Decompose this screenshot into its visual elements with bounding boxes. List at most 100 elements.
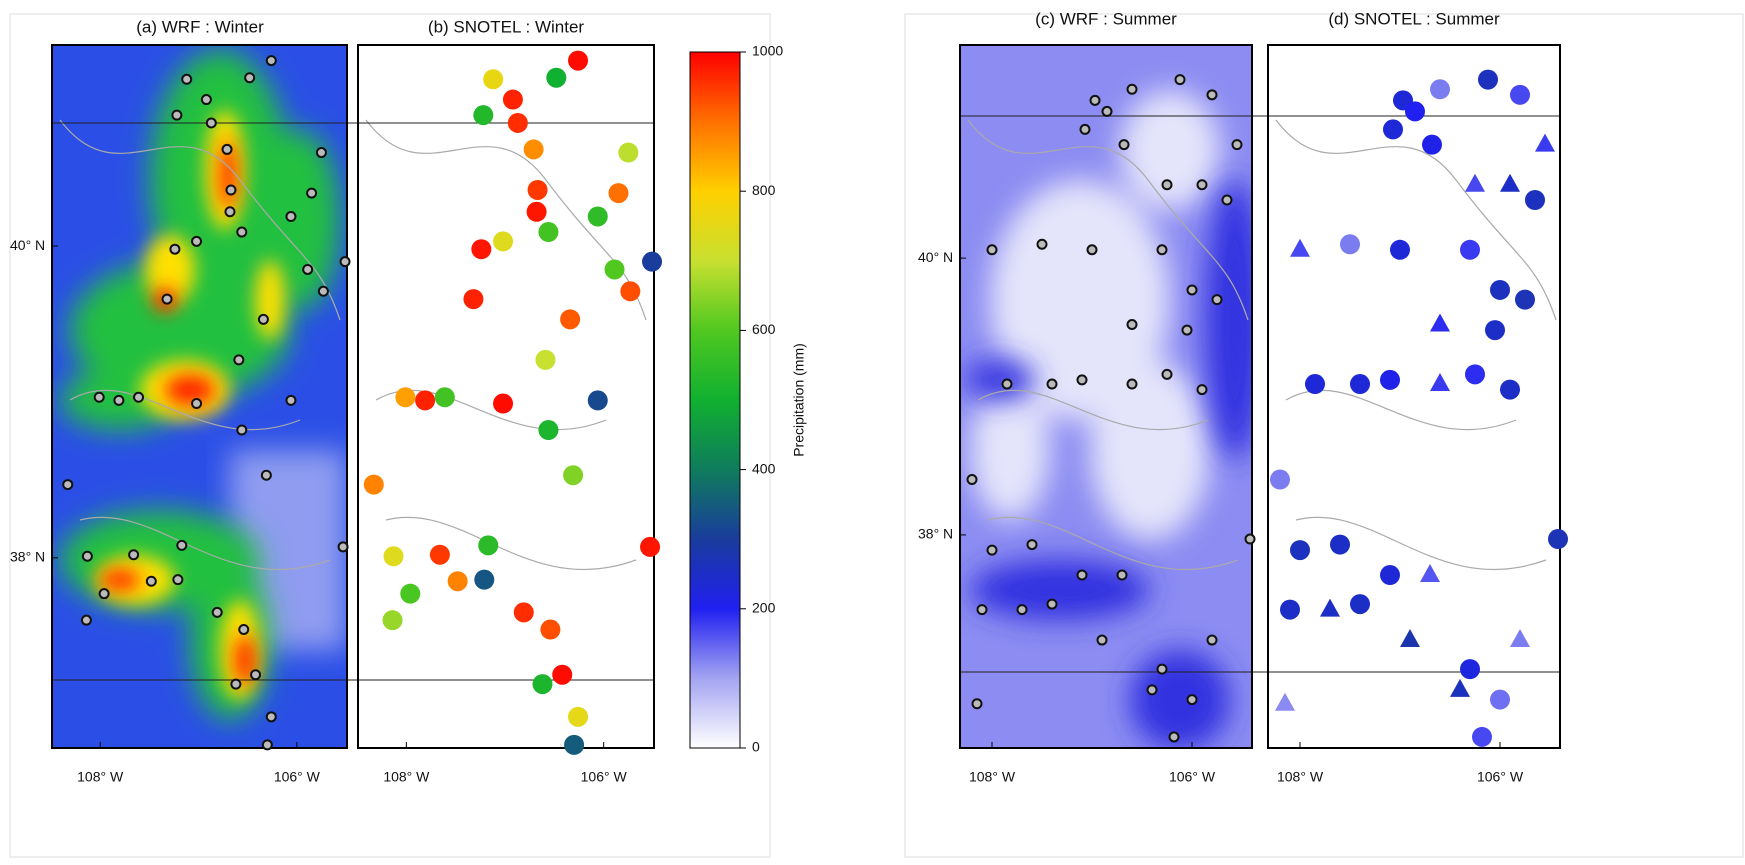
station-value (383, 546, 404, 567)
station-triangle (1500, 173, 1520, 192)
lon-tick-label: 106° W (1169, 769, 1216, 785)
panel-title: (a) WRF : Winter (136, 17, 264, 36)
station-value (563, 465, 584, 486)
station-location (1096, 634, 1108, 646)
station-value (1485, 320, 1505, 341)
station-value (478, 535, 499, 556)
station-location (1206, 634, 1218, 646)
station-location (244, 72, 256, 84)
station-value (1525, 189, 1545, 210)
station-location (1118, 139, 1130, 151)
station-location (1016, 604, 1028, 616)
station-location (145, 575, 157, 587)
colorbar-tick-label: 200 (752, 600, 776, 616)
station-value (535, 349, 556, 370)
station-value (493, 393, 514, 414)
station-location (285, 394, 297, 406)
station-location (257, 313, 269, 325)
station-value (1380, 565, 1400, 586)
station-triangle (1275, 692, 1295, 711)
station-location (128, 549, 140, 561)
contours (59, 119, 1557, 571)
station-value (1350, 594, 1370, 615)
station-location (1174, 74, 1186, 86)
lat-tick-label: 38° N (918, 526, 953, 542)
station-value (493, 231, 514, 252)
station-location (62, 479, 74, 491)
lon-tick-label: 108° W (1277, 769, 1324, 785)
station-location (1086, 244, 1098, 256)
station-location (1186, 694, 1198, 706)
station-value (502, 89, 523, 110)
station-location (1156, 663, 1168, 675)
station-value (382, 610, 403, 631)
station-location (1116, 569, 1128, 581)
station-value (1280, 599, 1300, 620)
panel-title: (d) SNOTEL : Summer (1328, 9, 1500, 28)
station-value (642, 251, 663, 272)
station-location (1196, 179, 1208, 191)
station-location (1168, 731, 1180, 743)
station-triangle (1510, 629, 1530, 648)
station-value (471, 239, 492, 260)
station-value (434, 387, 455, 408)
colorbar-label: Precipitation (mm) (791, 343, 807, 457)
station-location (1089, 94, 1101, 106)
station-value (1490, 279, 1510, 300)
station-value (1430, 79, 1450, 100)
station-location (224, 206, 236, 218)
station-value (608, 183, 629, 204)
lon-tick-label: 108° W (383, 769, 430, 785)
frame (904, 13, 1744, 858)
station-location (306, 187, 318, 199)
station-value (523, 139, 544, 160)
station-value (526, 201, 547, 222)
colorbar-tick-label: 600 (752, 321, 776, 337)
station-location (1076, 569, 1088, 581)
station-value (473, 105, 494, 126)
station-triangle (1465, 173, 1485, 192)
station-value (604, 259, 625, 280)
lat-tick-label: 40° N (918, 249, 953, 265)
station-location (1231, 139, 1243, 151)
station-location (1161, 179, 1173, 191)
station-location (1211, 294, 1223, 306)
station-value (1478, 69, 1498, 90)
station-location (1126, 83, 1138, 95)
lat-tick-label: 40° N (10, 237, 45, 253)
station-triangle (1430, 313, 1450, 332)
station-value (507, 112, 528, 133)
station-location (1126, 378, 1138, 390)
station-location (200, 94, 212, 106)
lon-tick-label: 108° W (969, 769, 1016, 785)
station-location (233, 354, 245, 366)
station-value (1383, 119, 1403, 140)
station-value (564, 734, 585, 755)
station-value (1490, 689, 1510, 710)
station-value (640, 536, 661, 557)
station-value (1510, 84, 1530, 105)
station-value (1472, 726, 1492, 747)
station-value (1340, 234, 1360, 255)
station-location (133, 391, 145, 403)
station-location (337, 541, 349, 553)
station-location (261, 739, 273, 751)
station-triangle (1535, 133, 1555, 152)
station-value (587, 206, 608, 227)
station-location (1186, 284, 1198, 296)
station-triangle (1290, 238, 1310, 257)
station-location (1079, 123, 1091, 135)
colorbar-tick-label: 0 (752, 739, 760, 755)
station-value (546, 67, 567, 88)
wrf-winter-field (52, 45, 347, 748)
station-value (552, 664, 573, 685)
station-value (568, 50, 589, 71)
station-value (618, 142, 639, 163)
station-value (1390, 239, 1410, 260)
station-location (1001, 378, 1013, 390)
station-value (474, 569, 495, 590)
station-location (1101, 105, 1113, 117)
station-location (1196, 384, 1208, 396)
station-location (225, 184, 237, 196)
